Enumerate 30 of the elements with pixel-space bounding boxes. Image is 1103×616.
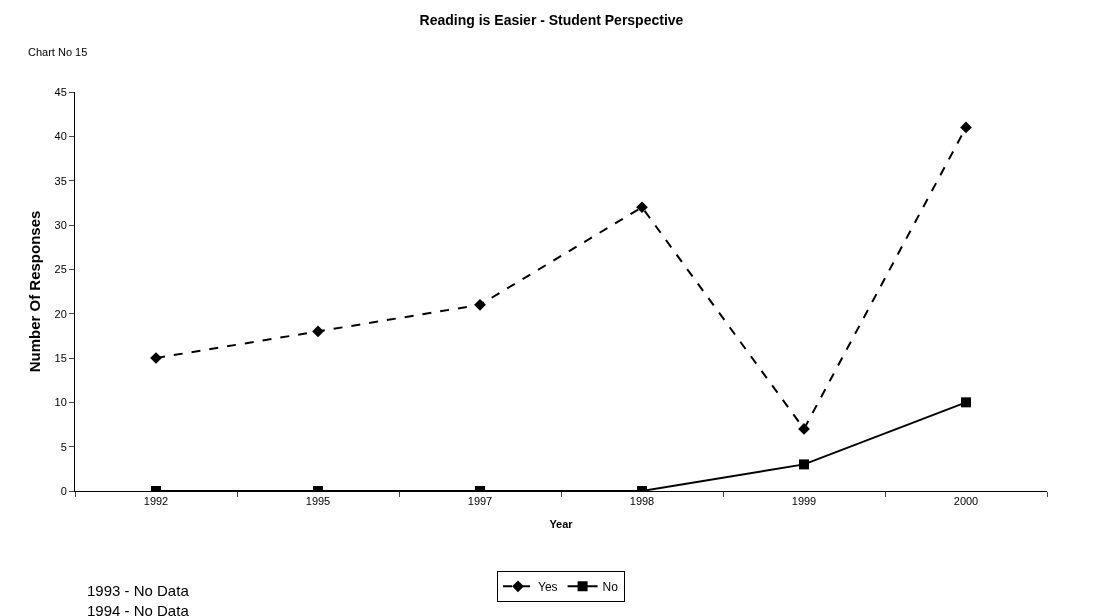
- point: [799, 459, 809, 470]
- x-tick-label: 1998: [629, 495, 655, 508]
- y-tick-label: 0: [60, 484, 67, 497]
- text: 1993 - No Data: [87, 582, 190, 599]
- y-tick-label: 10: [54, 396, 67, 409]
- point: [474, 298, 486, 311]
- y-tick-label: 45: [54, 85, 67, 98]
- text: 1994 - No Data: [87, 602, 190, 616]
- y-tick-label: 5: [60, 440, 67, 453]
- x-tick-label: 1992: [143, 495, 169, 508]
- x-tick-label: 1997: [467, 495, 493, 508]
- y-tick-label: 20: [54, 307, 67, 320]
- text: Chart No 15: [28, 46, 88, 58]
- y-tick-label: 35: [54, 174, 67, 187]
- x-axis-title: Year: [549, 518, 574, 531]
- x-tick-label: 1999: [791, 495, 817, 508]
- x-tick-label: 1995: [305, 495, 331, 508]
- legend-label: No: [602, 579, 619, 594]
- y-tick-label: 40: [54, 130, 67, 143]
- y-tick-label: 15: [54, 351, 67, 364]
- point: [960, 121, 972, 134]
- y-tick-label: 30: [54, 218, 67, 231]
- y-axis-title: Number Of Responses: [25, 210, 43, 373]
- point: [312, 325, 324, 338]
- chart-title: Reading is Easier - Student Perspective: [419, 12, 684, 29]
- legend-label: Yes: [538, 579, 558, 594]
- point: [961, 397, 971, 408]
- y-tick-label: 25: [54, 263, 67, 276]
- x-tick-label: 2000: [953, 495, 979, 508]
- point: [636, 201, 648, 214]
